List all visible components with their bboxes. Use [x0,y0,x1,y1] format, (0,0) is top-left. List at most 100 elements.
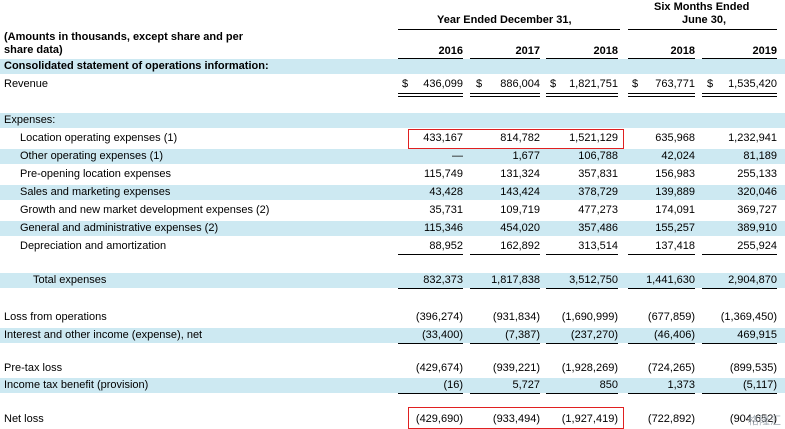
expense-value: 378,729 [578,186,618,198]
expense-row: Depreciation and amortization 88,952 162… [0,239,785,254]
expense-row: Sales and marketing expenses 43,428 143,… [0,185,785,200]
net-loss-row: Net loss (429,690) (933,494) (1,927,419)… [0,412,785,427]
subtotal-underline [628,254,695,255]
section-title-row: Consolidated statement of operations inf… [0,59,785,74]
loss-from-operations-label: Loss from operations [4,311,107,323]
revenue-value: 1,535,420 [728,78,777,90]
expense-value: 131,324 [500,168,540,180]
expense-label: Depreciation and amortization [20,240,167,252]
currency-symbol: $ [550,78,557,90]
header-six-months-line2: June 30, [682,14,727,26]
expense-value: 174,091 [655,204,695,216]
interest-income-value: (237,270) [570,329,618,341]
net-loss-value: (429,690) [415,413,463,425]
expense-row: Pre-opening location expenses 115,749 13… [0,167,785,182]
total-expenses-value: 2,904,870 [728,274,777,286]
expense-value: — [452,150,463,162]
net-loss-label: Net loss [4,413,44,425]
subtotal-underline [470,254,540,255]
income-tax-value: (16) [443,379,463,391]
currency-symbol: $ [707,78,714,90]
loss-from-operations-value: (931,834) [492,311,540,323]
loss-from-operations-row: Loss from operations (396,274) (931,834)… [0,310,785,325]
interest-income-row: Interest and other income (expense), net… [0,328,785,343]
expense-value: 81,189 [743,150,777,162]
double-underline [470,93,540,97]
income-tax-value: 1,373 [667,379,695,391]
expenses-heading-row: Expenses: [0,113,785,128]
header-six-months-line1: Six Months Ended [654,1,750,13]
expense-row: Other operating expenses (1) — 1,677 106… [0,149,785,164]
expense-value: 814,782 [500,132,540,144]
column-underline [546,58,618,59]
pretax-loss-row: Pre-tax loss (429,674) (939,221) (1,928,… [0,361,785,376]
expense-value: 255,924 [737,240,777,252]
expense-value: 42,024 [661,150,695,162]
column-header-2018: 2018 [593,45,618,57]
column-header-2017: 2017 [515,45,540,57]
section-title: Consolidated statement of operations inf… [4,60,269,72]
subtotal-underline [702,343,777,344]
loss-from-operations-value: (1,369,450) [720,311,777,323]
subtotal-underline [470,343,540,344]
interest-income-value: 469,915 [737,329,777,341]
expense-label: Sales and marketing expenses [20,186,171,198]
expense-row: General and administrative expenses (2) … [0,221,785,236]
expense-value: 115,346 [424,222,463,234]
expense-value: 88,952 [429,240,463,252]
expense-value: 109,719 [500,204,540,216]
revenue-value: 763,771 [655,78,695,90]
expense-value: 139,889 [655,186,695,198]
interest-income-label: Interest and other income (expense), net [4,329,203,341]
expense-value: 1,521,129 [569,132,618,144]
income-tax-value: (5,117) [742,379,777,391]
double-underline [628,93,695,97]
interest-income-value: (46,406) [654,329,695,341]
subtotal-underline [546,393,618,394]
column-header-2016: 2016 [438,45,463,57]
currency-symbol: $ [632,78,639,90]
expense-label: Pre-opening location expenses [20,168,172,180]
expense-value: 320,046 [737,186,777,198]
revenue-value: 1,821,751 [569,78,618,90]
expense-value: 43,428 [429,186,463,198]
double-underline [398,93,463,97]
interest-income-value: (7,387) [505,329,540,341]
pretax-loss-label: Pre-tax loss [4,362,63,374]
pretax-loss-value: (899,535) [729,362,777,374]
expense-label: Location operating expenses (1) [20,132,178,144]
expense-value: 106,788 [578,150,618,162]
expense-value: 115,749 [424,168,463,180]
header-year-ended: Year Ended December 31, [437,14,572,26]
income-tax-row: Income tax benefit (provision) (16) 5,72… [0,378,785,393]
column-underline [398,58,463,59]
expense-value: 635,968 [655,132,695,144]
expense-value: 389,910 [737,222,777,234]
currency-symbol: $ [476,78,483,90]
expense-value: 357,831 [578,168,618,180]
pretax-loss-value: (724,265) [647,362,695,374]
net-loss-value: (933,494) [492,413,540,425]
subtotal-underline [398,343,463,344]
net-loss-value: (904,652) [729,413,777,425]
highlight-box-location-opex [408,129,624,149]
revenue-value: 886,004 [500,78,540,90]
income-tax-label: Income tax benefit (provision) [4,379,149,391]
net-loss-value: (722,892) [647,413,695,425]
loss-from-operations-value: (396,274) [415,311,463,323]
subtotal-underline [398,254,463,255]
header-year-underline [398,29,620,30]
pretax-loss-value: (429,674) [415,362,463,374]
expense-value: 1,677 [512,150,540,162]
total-expenses-value: 1,817,838 [491,274,540,286]
total-expenses-value: 1,441,630 [646,274,695,286]
expense-label: General and administrative expenses (2) [20,222,219,234]
expense-value: 454,020 [500,222,540,234]
total-underline [470,288,540,289]
net-loss-value: (1,927,419) [561,413,618,425]
revenue-label: Revenue [4,78,49,90]
header-note-line2: share data) [4,44,63,56]
header-note-line1: (Amounts in thousands, except share and … [4,31,243,43]
loss-from-operations-value: (677,859) [647,311,695,323]
double-underline [546,93,618,97]
